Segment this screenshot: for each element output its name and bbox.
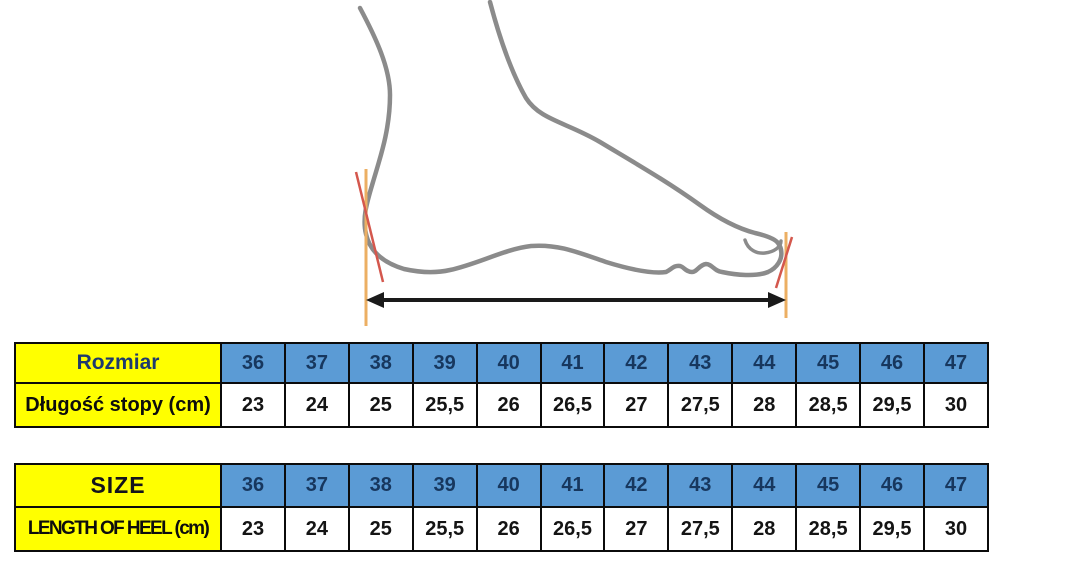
- size-cell: 46: [859, 342, 925, 384]
- length-cell: 28: [731, 382, 798, 428]
- size-cell: 47: [922, 463, 990, 508]
- size-table-english: SIZE 36 37 38 39 40 41 42 43 44 45 46 47 LENGTH OF …: [14, 463, 990, 552]
- length-cell: 26,5: [539, 506, 606, 552]
- length-cell: 23: [220, 506, 286, 552]
- foot-outline-back-sole-path: [357, 5, 784, 278]
- length-cell: 25: [347, 382, 414, 428]
- size-cell: 38: [347, 342, 414, 384]
- length-cell: 23: [220, 382, 286, 428]
- length-cell: 24: [283, 382, 350, 428]
- length-cell: 27: [603, 382, 670, 428]
- arrowhead-left-icon: [366, 292, 384, 308]
- size-cell: 44: [731, 463, 798, 508]
- row-label-size: SIZE: [14, 463, 222, 508]
- size-cell: 46: [859, 463, 925, 508]
- size-cell: 40: [475, 463, 542, 508]
- size-cell: 38: [347, 463, 414, 508]
- table-row-sizes-en: SIZE 36 37 38 39 40 41 42 43 44 45 46 47: [14, 463, 990, 508]
- toenail-path: [743, 238, 783, 255]
- length-cell: 25: [347, 506, 414, 552]
- length-cell: 26: [475, 382, 542, 428]
- size-cell: 42: [603, 463, 670, 508]
- size-cell: 47: [922, 342, 990, 384]
- length-cell: 25,5: [411, 382, 478, 428]
- length-cell: 29,5: [859, 382, 925, 428]
- heel-tangent-line: [354, 171, 385, 283]
- size-cell: 45: [795, 463, 862, 508]
- length-cell: 25,5: [411, 506, 478, 552]
- length-cell: 28: [731, 506, 798, 552]
- size-cell: 39: [411, 342, 478, 384]
- length-cell: 27,5: [667, 506, 734, 552]
- row-label-dlugosc-stopy: Długość stopy (cm): [14, 382, 222, 428]
- table-row-lengths-pl: Długość stopy (cm) 23 24 25 25,5 26 26,5 27 27,…: [14, 382, 990, 428]
- row-label-length-of-heel: LENGTH OF HEEL (cm): [14, 506, 222, 552]
- size-cell: 37: [283, 342, 350, 384]
- size-cell: 40: [475, 342, 542, 384]
- length-cell: 26,5: [539, 382, 606, 428]
- arrowhead-right-icon: [768, 292, 786, 308]
- size-cell: 36: [220, 463, 286, 508]
- foot-diagram: [354, 0, 794, 326]
- length-cell: 30: [922, 382, 990, 428]
- size-cell: 39: [411, 463, 478, 508]
- length-cell: 27: [603, 506, 670, 552]
- toe-tangent-line: [774, 236, 794, 289]
- size-cell: 43: [667, 342, 734, 384]
- size-cell: 42: [603, 342, 670, 384]
- table-row-sizes-pl: Rozmiar 36 37 38 39 40 41 42 43 44 45 46 47: [14, 342, 990, 384]
- size-cell: 45: [795, 342, 862, 384]
- foot-outline-instep-path: [487, 0, 784, 253]
- length-cell: 28,5: [795, 382, 862, 428]
- size-cell: 44: [731, 342, 798, 384]
- row-label-rozmiar: Rozmiar: [14, 342, 222, 384]
- length-cell: 29,5: [859, 506, 925, 552]
- length-cell: 30: [922, 506, 990, 552]
- length-cell: 27,5: [667, 382, 734, 428]
- size-cell: 43: [667, 463, 734, 508]
- size-cell: 36: [220, 342, 286, 384]
- size-table-polish: Rozmiar 36 37 38 39 40 41 42 43 44 45 46 47 Długość…: [14, 342, 990, 428]
- length-cell: 24: [283, 506, 350, 552]
- table-row-lengths-en: LENGTH OF HEEL (cm) 23 24 25 25,5 26 26,5 27 27…: [14, 506, 990, 552]
- size-cell: 37: [283, 463, 350, 508]
- length-cell: 28,5: [795, 506, 862, 552]
- length-cell: 26: [475, 506, 542, 552]
- size-cell: 41: [539, 342, 606, 384]
- size-cell: 41: [539, 463, 606, 508]
